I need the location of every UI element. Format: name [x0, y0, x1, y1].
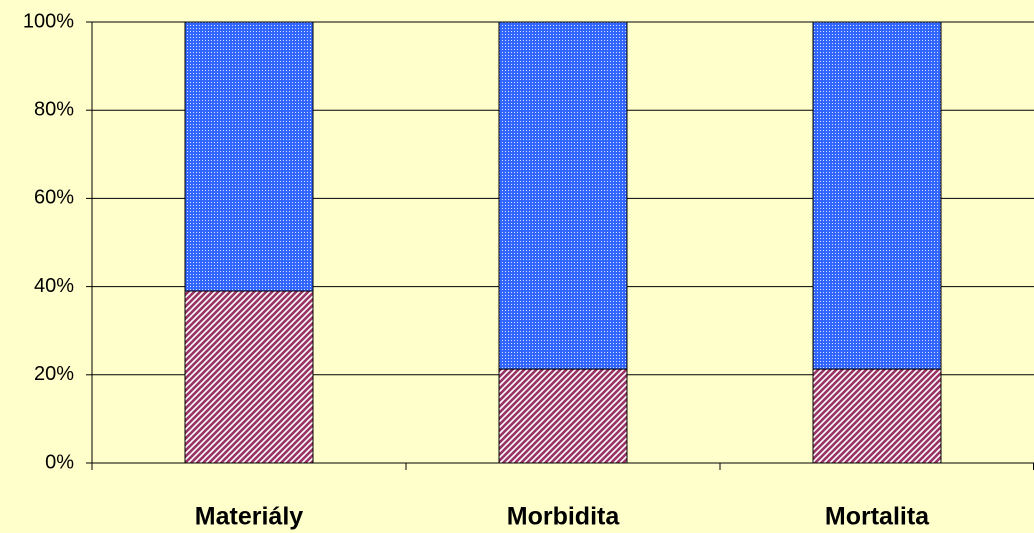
y-tick-label: 0% [45, 451, 74, 473]
y-tick-label: 100% [23, 10, 74, 32]
bar-segment [184, 21, 314, 292]
y-tick-label: 80% [34, 98, 74, 120]
y-tick-label: 20% [34, 363, 74, 385]
bar-segment [184, 290, 314, 464]
bar-segment [498, 21, 628, 370]
y-tick-label: 60% [34, 187, 74, 209]
bar-segment [498, 368, 628, 464]
x-tick-label: Materiály [195, 503, 303, 531]
x-tick-label: Morbidita [507, 503, 621, 531]
x-tick-label: Mortalita [825, 503, 930, 531]
y-tick-label: 40% [34, 275, 74, 297]
bar-segment [812, 21, 942, 370]
bar-segment [812, 368, 942, 464]
